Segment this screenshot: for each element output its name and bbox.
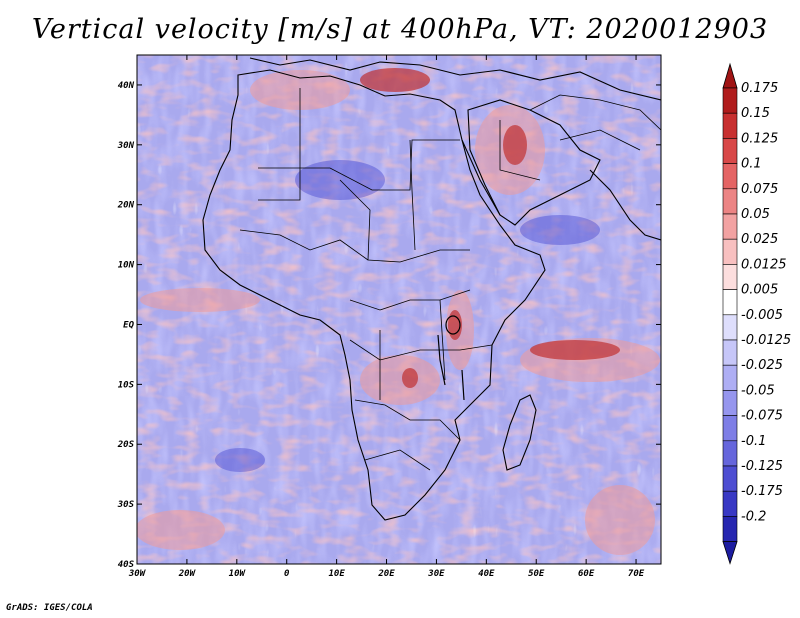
colorbar-swatch: [722, 465, 738, 492]
coastlines: [202, 57, 661, 521]
y-axis: 40N 30N 20N 10N EQ 10S 20S 30S 40S: [117, 81, 661, 570]
colorbar-swatch: [722, 289, 738, 316]
colorbar-swatch: [722, 339, 738, 366]
colorbar-label: -0.05: [741, 383, 775, 398]
colorbar-swatch: [722, 138, 738, 164]
colorbar-label: -0.175: [741, 484, 783, 499]
x-tick-label: 70E: [628, 569, 645, 579]
colorbar-label: 0.15: [741, 106, 770, 121]
colorbar-swatch: [722, 213, 738, 240]
colorbar-swatch: [722, 440, 738, 467]
colorbar-swatch: [722, 415, 738, 442]
colorbar-label: -0.125: [741, 459, 783, 474]
colorbar-swatch: [722, 188, 738, 215]
y-tick-label: 10N: [118, 261, 135, 271]
colorbar-swatch: [722, 364, 738, 391]
x-tick-label: 20E: [377, 569, 395, 579]
x-tick-label: 20W: [178, 569, 197, 579]
colorbar-label: -0.075: [741, 409, 783, 424]
strong-ascent: [360, 68, 620, 388]
x-tick-label: 10E: [328, 569, 345, 579]
y-tick-label: 30N: [117, 141, 135, 151]
x-tick-label: 30E: [427, 569, 445, 579]
colorbar-swatch: [722, 238, 738, 265]
colorbar-label: 0.0125: [741, 257, 787, 272]
colorbar-label: 0.175: [741, 81, 778, 96]
y-tick-label: 40N: [118, 81, 135, 91]
colorbar-swatch: [722, 314, 738, 341]
colorbar-label: -0.025: [741, 358, 783, 373]
colorbar: 0.175 0.15 0.125 0.1 0.075 0.05 0.025 0.0125 0.0…: [722, 62, 791, 565]
x-tick-label: 10W: [229, 569, 247, 579]
colorbar-label: 0.075: [741, 182, 778, 197]
colorbar-label: -0.0125: [741, 333, 791, 348]
colorbar-swatch: [722, 163, 738, 190]
y-tick-label: 10S: [118, 380, 135, 390]
x-axis: 30W 20W 10W 0 10E 20E 30E 40E 50E 60E 70E: [128, 55, 645, 579]
colorbar-top-arrow: [722, 62, 738, 89]
colorbar-label: -0.005: [741, 308, 783, 323]
velocity-field: [137, 55, 661, 564]
y-tick-label: 20N: [117, 201, 135, 211]
colorbar-label: 0.05: [741, 207, 770, 222]
colorbar-label: 0.025: [741, 232, 778, 247]
colorbar-label: 0.125: [741, 131, 778, 146]
colorbar-swatch: [722, 112, 738, 139]
x-tick-label: 40E: [478, 569, 495, 579]
colorbar-swatch: [722, 390, 738, 416]
x-tick-label: 0: [284, 569, 290, 579]
colorbar-swatch: [722, 264, 738, 290]
y-tick-label: EQ: [123, 320, 134, 330]
y-tick-label: 40S: [118, 560, 135, 570]
colorbar-swatch: [722, 490, 738, 517]
grads-credit: GrADS: IGES/COLA: [6, 603, 93, 613]
x-tick-label: 60E: [578, 569, 595, 579]
colorbar-label: 0.005: [741, 283, 778, 298]
colorbar-swatch: [722, 87, 738, 114]
map-title: Vertical velocity [m/s] at 400hPa, VT: 2…: [31, 14, 769, 45]
colorbar-label: 0.1: [741, 157, 762, 172]
colorbar-label: -0.2: [741, 509, 766, 524]
lakes: [437, 315, 465, 401]
x-tick-label: 50E: [528, 569, 545, 579]
x-tick-label: 30W: [128, 569, 147, 579]
y-tick-label: 30S: [117, 500, 135, 510]
colorbar-bottom-arrow: [722, 541, 738, 565]
y-tick-label: 20S: [117, 440, 135, 450]
map-frame: [136, 54, 662, 565]
colorbar-swatch: [722, 516, 738, 542]
colorbar-label: -0.1: [741, 434, 766, 449]
country-borders: [239, 88, 661, 471]
